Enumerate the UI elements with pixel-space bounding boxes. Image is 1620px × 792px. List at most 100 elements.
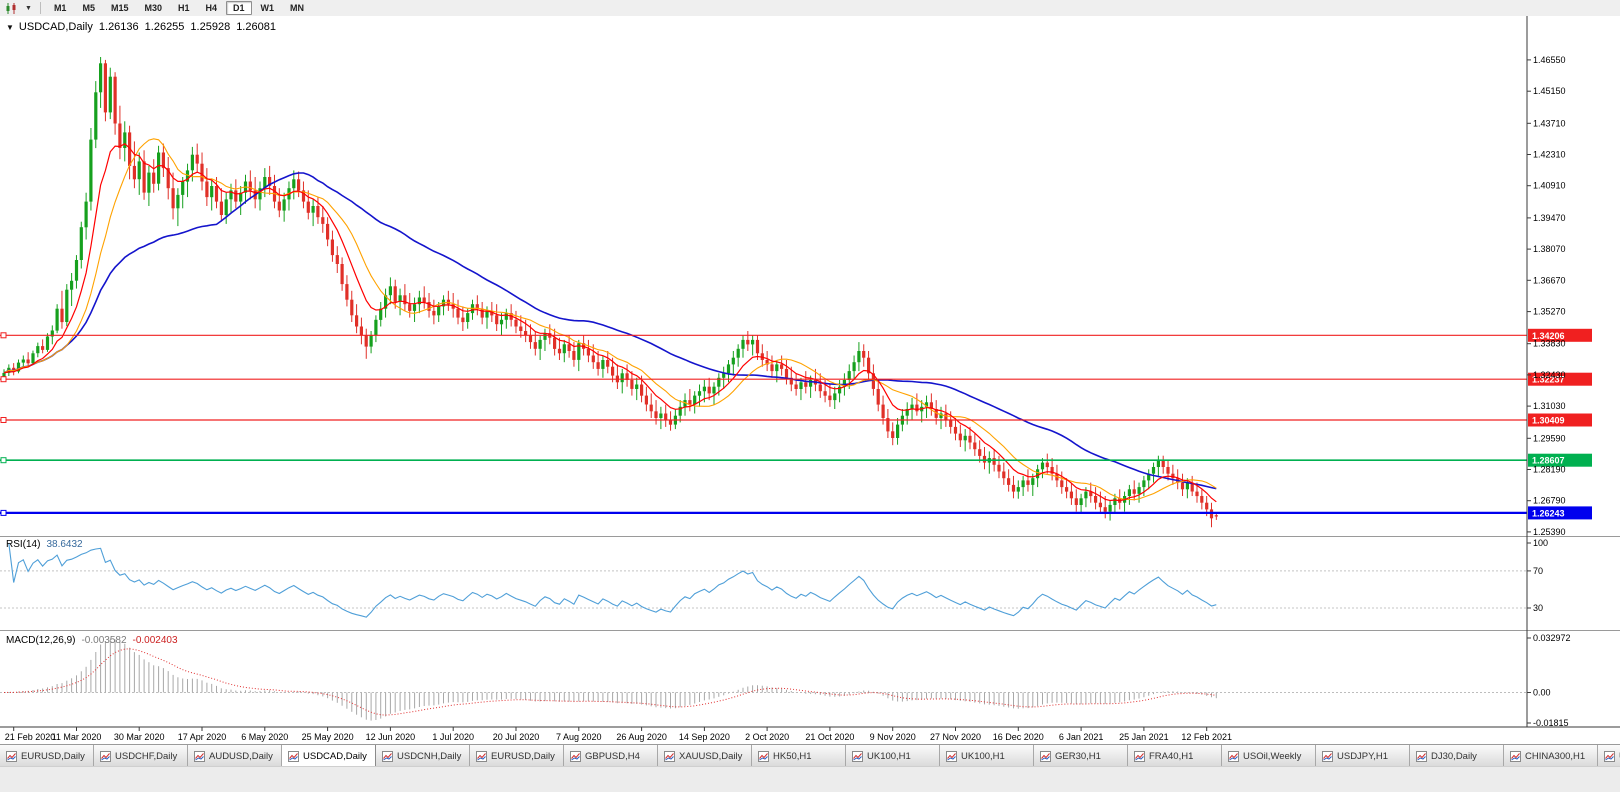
- svg-text:1.38070: 1.38070: [1533, 244, 1566, 254]
- chart-title-caret-icon[interactable]: ▼: [6, 22, 14, 32]
- chart-type-dropdown-caret[interactable]: ▼: [25, 4, 32, 12]
- macd-axis-labels: 0.032972 0.00 -0.01815: [1527, 633, 1571, 728]
- svg-text:1.36670: 1.36670: [1533, 275, 1566, 285]
- candlestick-chart-icon[interactable]: [2, 1, 22, 15]
- svg-text:1.43710: 1.43710: [1533, 118, 1566, 128]
- svg-text:0.00: 0.00: [1533, 688, 1551, 698]
- chart-tab-china300-h1[interactable]: CHINA300,H1: [1504, 745, 1598, 767]
- chart-tab-usdchf-daily[interactable]: USDCHF,Daily: [94, 745, 188, 767]
- price-tag-1.32237: 1.32237: [1528, 372, 1592, 386]
- svg-text:26 Aug 2020: 26 Aug 2020: [616, 732, 667, 742]
- toolbar-separator: [39, 2, 41, 14]
- horizontal-line-1.26243[interactable]: [0, 509, 1527, 516]
- macd-histogram: [8, 638, 1217, 721]
- timeframe-button-m5[interactable]: M5: [82, 3, 95, 13]
- svg-text:1.26790: 1.26790: [1533, 496, 1566, 506]
- macd-signal-value: -0.002403: [132, 635, 178, 646]
- svg-text:1.28607: 1.28607: [1532, 456, 1565, 466]
- svg-text:1.34206: 1.34206: [1532, 331, 1565, 341]
- rsi-indicator-label: RSI(14) 38.6432: [6, 539, 83, 550]
- tab-chart-icon: [852, 750, 863, 762]
- macd-main-value: -0.003582: [81, 635, 127, 646]
- chart-tab-gbpusd-h4[interactable]: GBPUSD,H4: [564, 745, 658, 767]
- svg-text:1.33830: 1.33830: [1533, 339, 1566, 349]
- chart-high-value: 1.26255: [144, 21, 185, 33]
- chart-tab-usdcnh-daily[interactable]: USDCNH,Daily: [376, 745, 470, 767]
- chart-low-value: 1.25928: [190, 21, 231, 33]
- rsi-label: RSI(14): [6, 539, 41, 550]
- chart-tab-ger30-h1[interactable]: GER30,H1: [1034, 745, 1128, 767]
- chart-tab-usdjpy-h1[interactable]: USDJPY,H1: [1316, 745, 1410, 767]
- tab-chart-icon: [6, 750, 17, 762]
- timeframe-button-m30[interactable]: M30: [144, 3, 162, 13]
- svg-text:1.29590: 1.29590: [1533, 433, 1566, 443]
- horizontal-line-1.34206[interactable]: [0, 332, 1527, 339]
- chart-tab-dj30-daily[interactable]: DJ30,Daily: [1410, 745, 1504, 767]
- chart-tab-usoil-weekly[interactable]: USOil,Weekly: [1222, 745, 1316, 767]
- svg-text:12 Feb 2021: 12 Feb 2021: [1181, 732, 1232, 742]
- tab-chart-icon: [1134, 750, 1145, 762]
- bottom-filler: [0, 766, 1620, 792]
- tab-chart-icon: [1604, 750, 1615, 762]
- chart-open-value: 1.26136: [98, 21, 139, 33]
- timeframe-button-m1[interactable]: M1: [53, 3, 67, 13]
- chart-tab-hk50-h1[interactable]: HK50,H1: [752, 745, 846, 767]
- tab-chart-icon: [758, 750, 769, 762]
- timeframe-button-w1[interactable]: W1: [260, 3, 275, 13]
- price-tag-1.26243: 1.26243: [1528, 506, 1592, 520]
- timeframe-button-mn[interactable]: MN: [290, 3, 305, 13]
- rsi-line: [8, 542, 1217, 618]
- tab-chart-icon: [288, 750, 299, 762]
- chart-canvas[interactable]: 1.34206 1.32237 1.30409 1.28607 1.26243 1.465…: [0, 16, 1620, 744]
- chart-svg: 1.34206 1.32237 1.30409 1.28607 1.26243 1.465…: [0, 16, 1620, 744]
- timeframe-button-m15[interactable]: M15: [110, 3, 129, 13]
- timeframe-button-d1[interactable]: D1: [226, 1, 252, 15]
- chart-symbol-label: USDCAD,Daily: [18, 21, 93, 33]
- svg-text:1.35270: 1.35270: [1533, 307, 1566, 317]
- svg-text:11 Mar 2020: 11 Mar 2020: [52, 732, 102, 742]
- macd-signal-line: [3, 648, 1217, 716]
- horizontal-line-1.30409[interactable]: [0, 417, 1527, 423]
- tab-chart-icon: [664, 750, 675, 762]
- svg-text:1.46550: 1.46550: [1533, 55, 1566, 65]
- svg-text:1.28190: 1.28190: [1533, 465, 1566, 475]
- svg-text:14 Sep 2020: 14 Sep 2020: [679, 732, 730, 742]
- chart-tab-eurusd-daily[interactable]: EURUSD,Daily: [470, 745, 564, 767]
- chart-tab-usdcad-daily[interactable]: USDCAD,Daily: [282, 745, 376, 767]
- price-axis-labels: 1.46550 1.45150 1.43710 1.42310 1.40910 1.394…: [1527, 55, 1566, 537]
- svg-text:27 Nov 2020: 27 Nov 2020: [930, 732, 981, 742]
- svg-text:1.25390: 1.25390: [1533, 527, 1566, 537]
- timeframe-button-h4[interactable]: H4: [205, 3, 218, 13]
- chart-tab-uk100-h1[interactable]: UK100,H1: [846, 745, 940, 767]
- chart-tab-eurusd-daily[interactable]: EURUSD,Daily: [0, 745, 94, 767]
- chart-tab-xauusd-daily[interactable]: XAUUSD,Daily: [658, 745, 752, 767]
- chart-tab-uk100-h1[interactable]: UK100,H1: [940, 745, 1034, 767]
- chart-tab-audusd-daily[interactable]: AUDUSD,Daily: [188, 745, 282, 767]
- svg-text:70: 70: [1533, 566, 1543, 576]
- svg-text:6 May 2020: 6 May 2020: [241, 732, 288, 742]
- svg-text:100: 100: [1533, 538, 1548, 548]
- rsi-axis-labels: 100 70 30: [1527, 538, 1548, 613]
- candlestick-chart-icon-svg: [6, 2, 16, 14]
- horizontal-line-1.32237[interactable]: [0, 376, 1527, 383]
- svg-text:0.032972: 0.032972: [1533, 633, 1571, 643]
- chart-tab-fra40-h1[interactable]: FRA40,H1: [1128, 745, 1222, 767]
- chart-tab-u[interactable]: U: [1598, 745, 1620, 767]
- svg-text:1.39470: 1.39470: [1533, 213, 1566, 223]
- rsi-current-value: 38.6432: [46, 539, 83, 550]
- tab-chart-icon: [946, 750, 957, 762]
- svg-text:-0.01815: -0.01815: [1533, 718, 1569, 728]
- svg-text:7 Aug 2020: 7 Aug 2020: [556, 732, 602, 742]
- moving-averages: [3, 138, 1217, 503]
- price-tag-1.30409: 1.30409: [1528, 413, 1592, 427]
- svg-text:21 Oct 2020: 21 Oct 2020: [805, 732, 854, 742]
- horizontal-line-1.28607[interactable]: [0, 457, 1527, 464]
- timeframe-toolbar: ▼ M1 M5 M15 M30 H1 H4 D1 W1 MN: [0, 0, 1620, 17]
- svg-text:1.45150: 1.45150: [1533, 86, 1566, 96]
- price-tag-1.34206: 1.34206: [1528, 328, 1592, 342]
- timeframe-button-h1[interactable]: H1: [178, 3, 190, 13]
- timeframe-buttons: M1 M5 M15 M30 H1 H4 D1 W1 MN: [46, 1, 312, 15]
- price-tag-1.28607: 1.28607: [1528, 453, 1592, 467]
- svg-text:1 Jul 2020: 1 Jul 2020: [432, 732, 474, 742]
